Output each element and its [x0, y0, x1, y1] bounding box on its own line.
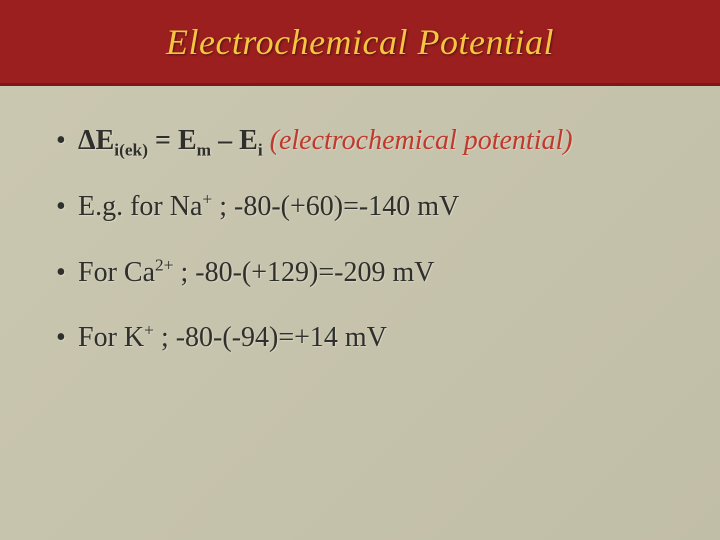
bullet-calcium: For Ca2+ ; -80-(+129)=-209 mV — [56, 254, 680, 292]
slide-content: ΔEi(ek) = Em – Ei (electrochemical poten… — [0, 86, 720, 357]
formula-annotation: (electrochemical potential) — [263, 125, 573, 156]
ion-symbol: K — [124, 322, 144, 353]
formula-expression: ΔEi(ek) = Em – Ei — [78, 125, 263, 156]
ion-charge: + — [144, 321, 154, 340]
bullet-potassium: For K+ ; -80-(-94)=+14 mV — [56, 319, 680, 357]
slide-header: Electrochemical Potential — [0, 0, 720, 86]
ion-symbol: Ca — [124, 257, 155, 288]
bullet-sodium: E.g. for Na+ ; -80-(+60)=-140 mV — [56, 188, 680, 226]
ion-charge: + — [202, 189, 212, 208]
bullet-list: ΔEi(ek) = Em – Ei (electrochemical poten… — [56, 122, 680, 357]
bullet-formula: ΔEi(ek) = Em – Ei (electrochemical poten… — [56, 122, 680, 160]
slide-title: Electrochemical Potential — [166, 21, 554, 63]
ion-symbol: Na — [170, 191, 203, 222]
ion-charge: 2+ — [155, 255, 173, 274]
